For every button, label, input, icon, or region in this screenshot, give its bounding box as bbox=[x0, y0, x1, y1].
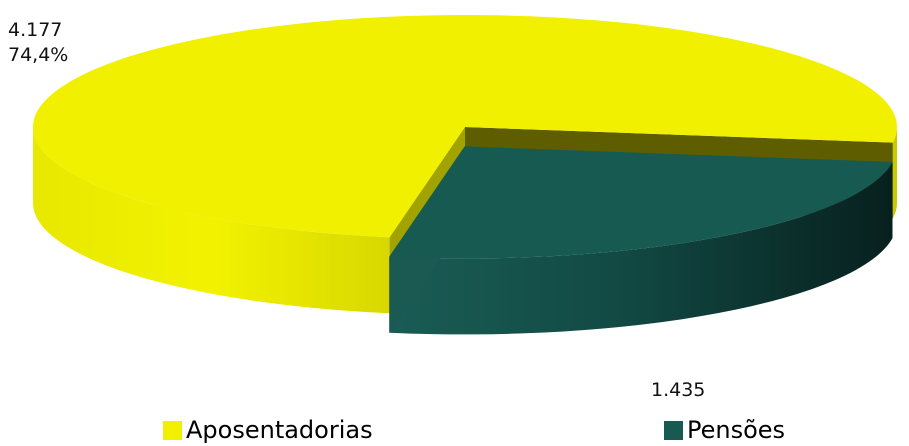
legend-swatch-pensoes bbox=[664, 420, 683, 440]
slice-pensoes-side bbox=[389, 162, 893, 335]
value-label-aposentadorias: 4.177 bbox=[8, 19, 63, 41]
value-label-pensoes: 1.435 bbox=[651, 379, 706, 401]
legend-item-aposentadorias: Aposentadorias bbox=[163, 416, 373, 444]
slice-aposentadorias bbox=[33, 15, 898, 238]
legend-swatch-aposentadorias bbox=[163, 420, 182, 440]
slice-aposentadorias-side bbox=[32, 127, 390, 314]
percent-label-aposentadorias: 74,4% bbox=[8, 44, 69, 66]
slice-aposentadorias-side-right bbox=[892, 127, 897, 219]
legend-label-aposentadorias: Aposentadorias bbox=[186, 416, 373, 444]
data-label-pensoes: 1.435 bbox=[651, 378, 705, 403]
legend-label-pensoes: Pensões bbox=[687, 416, 786, 444]
legend-item-pensoes: Pensões bbox=[664, 416, 785, 444]
data-label-aposentadorias: 4.177 74,4% bbox=[8, 18, 68, 68]
slice-pensoes bbox=[389, 146, 893, 259]
